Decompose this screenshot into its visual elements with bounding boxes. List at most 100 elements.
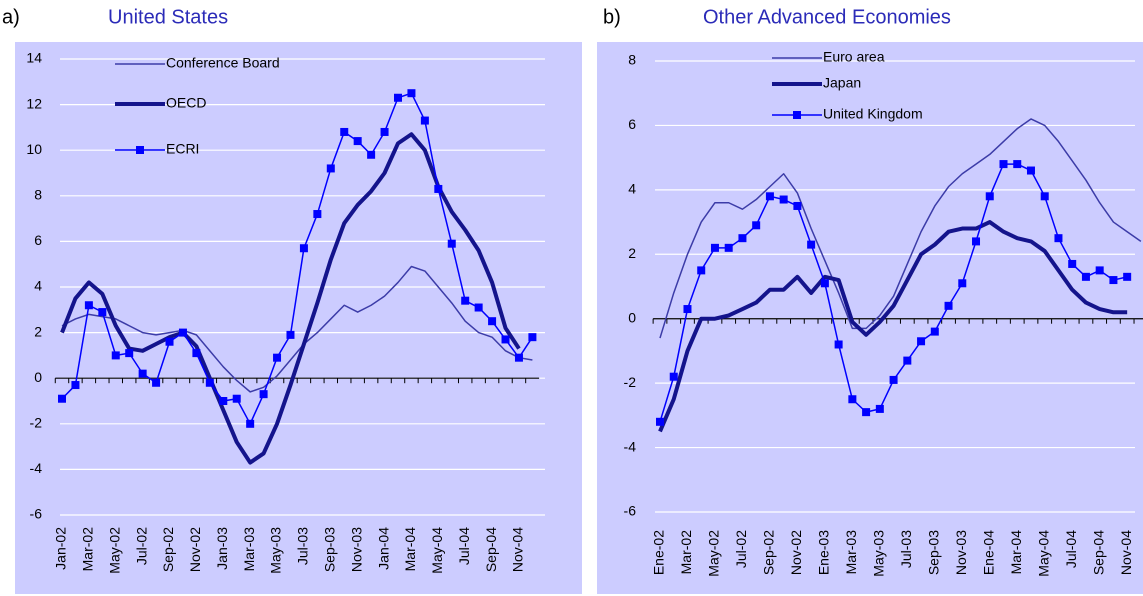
series-line [658, 220, 1128, 433]
panel-background [15, 42, 582, 594]
legend-label: Euro area [823, 49, 885, 65]
x-tick-label: Mar-02 [80, 527, 96, 572]
point-marker [985, 192, 994, 201]
x-tick-label: Nov-02 [187, 527, 203, 572]
y-tick-label: 14 [26, 50, 42, 66]
panel-label: b) [603, 6, 621, 28]
y-tick-label: 4 [34, 278, 42, 294]
y-tick-label: -6 [30, 506, 43, 522]
point-marker [474, 303, 483, 312]
x-tick-label: Jul-03 [898, 530, 914, 568]
panel-label: a) [2, 6, 20, 28]
point-marker [958, 279, 967, 288]
point-marker [944, 301, 953, 310]
legend-marker [136, 146, 144, 154]
point-marker [326, 164, 335, 173]
y-tick-label: -2 [624, 374, 637, 390]
point-marker [488, 317, 497, 326]
series-line [60, 132, 521, 465]
point-marker [889, 375, 898, 384]
point-marker [259, 390, 268, 399]
x-tick-label: Jan-04 [375, 527, 391, 570]
point-marker [192, 349, 201, 358]
x-tick-label: Sep-02 [160, 527, 176, 572]
x-tick-label: Nov-03 [348, 527, 364, 572]
point-marker [779, 195, 788, 204]
point-marker [656, 417, 664, 426]
x-tick-label: Ene-04 [980, 530, 996, 575]
point-marker [1123, 272, 1132, 281]
point-marker [58, 394, 66, 403]
legend-marker [793, 111, 801, 119]
point-marker [930, 327, 939, 336]
y-tick-label: -6 [624, 503, 637, 519]
x-tick-label: May-03 [871, 530, 887, 577]
y-tick-label: -4 [624, 438, 637, 454]
panel-background [597, 42, 1143, 594]
y-tick-label: -4 [30, 460, 43, 476]
point-marker [313, 210, 322, 219]
point-marker [724, 243, 733, 252]
y-tick-label: 6 [628, 116, 636, 132]
x-tick-label: Jul-02 [133, 527, 149, 565]
y-tick-label: 10 [26, 141, 42, 157]
point-marker [1026, 166, 1035, 175]
point-marker [528, 333, 537, 342]
x-tick-label: Ene-02 [651, 530, 667, 575]
point-marker [152, 378, 161, 387]
x-tick-label: May-02 [706, 530, 722, 577]
point-marker [138, 369, 147, 378]
legend-label: OECD [166, 95, 206, 111]
x-tick-label: Jul-04 [1063, 530, 1079, 568]
series-line [659, 118, 1142, 339]
x-tick-label: Mar-02 [678, 530, 694, 575]
point-marker [273, 353, 282, 362]
point-marker [1040, 192, 1049, 201]
y-tick-label: 8 [628, 52, 636, 68]
point-marker [917, 337, 926, 346]
point-marker [1109, 276, 1118, 285]
x-tick-label: May-03 [268, 527, 284, 574]
series-line [61, 265, 533, 393]
legend-label: Conference Board [166, 55, 280, 71]
legend-label: United Kingdom [823, 106, 923, 122]
point-marker [1095, 266, 1104, 275]
y-tick-label: -2 [30, 415, 43, 431]
point-marker [1081, 272, 1090, 281]
point-marker [514, 353, 523, 362]
point-marker [447, 239, 456, 248]
point-marker [683, 305, 692, 314]
x-tick-label: Jul-02 [733, 530, 749, 568]
point-marker [165, 337, 174, 346]
point-marker [807, 240, 816, 249]
point-marker [765, 192, 774, 201]
x-tick-label: Sep-03 [322, 527, 338, 572]
y-tick-label: 0 [34, 369, 42, 385]
point-marker [1013, 160, 1022, 169]
x-tick-label: May-02 [106, 527, 122, 574]
point-marker [697, 266, 706, 275]
point-marker [461, 296, 470, 305]
legend-label: ECRI [166, 141, 199, 157]
point-marker [434, 184, 443, 193]
point-marker [219, 397, 228, 405]
point-marker [394, 93, 402, 102]
y-tick-label: 2 [34, 323, 42, 339]
point-marker [903, 356, 912, 365]
y-tick-label: 8 [34, 187, 42, 203]
x-tick-label: Mar-04 [1008, 530, 1024, 575]
point-marker [738, 234, 747, 243]
legend-label: Japan [823, 75, 861, 91]
point-marker [752, 221, 761, 230]
point-marker [501, 335, 510, 344]
point-marker [1068, 259, 1077, 268]
point-marker [299, 244, 308, 253]
point-marker [232, 394, 241, 403]
point-marker [71, 381, 80, 390]
x-tick-label: Nov-04 [1118, 530, 1134, 575]
x-tick-label: Sep-04 [483, 527, 499, 572]
chart-title: United States [108, 6, 228, 28]
chart-title: Other Advanced Economies [703, 6, 951, 28]
x-tick-label: Mar-04 [402, 527, 418, 572]
